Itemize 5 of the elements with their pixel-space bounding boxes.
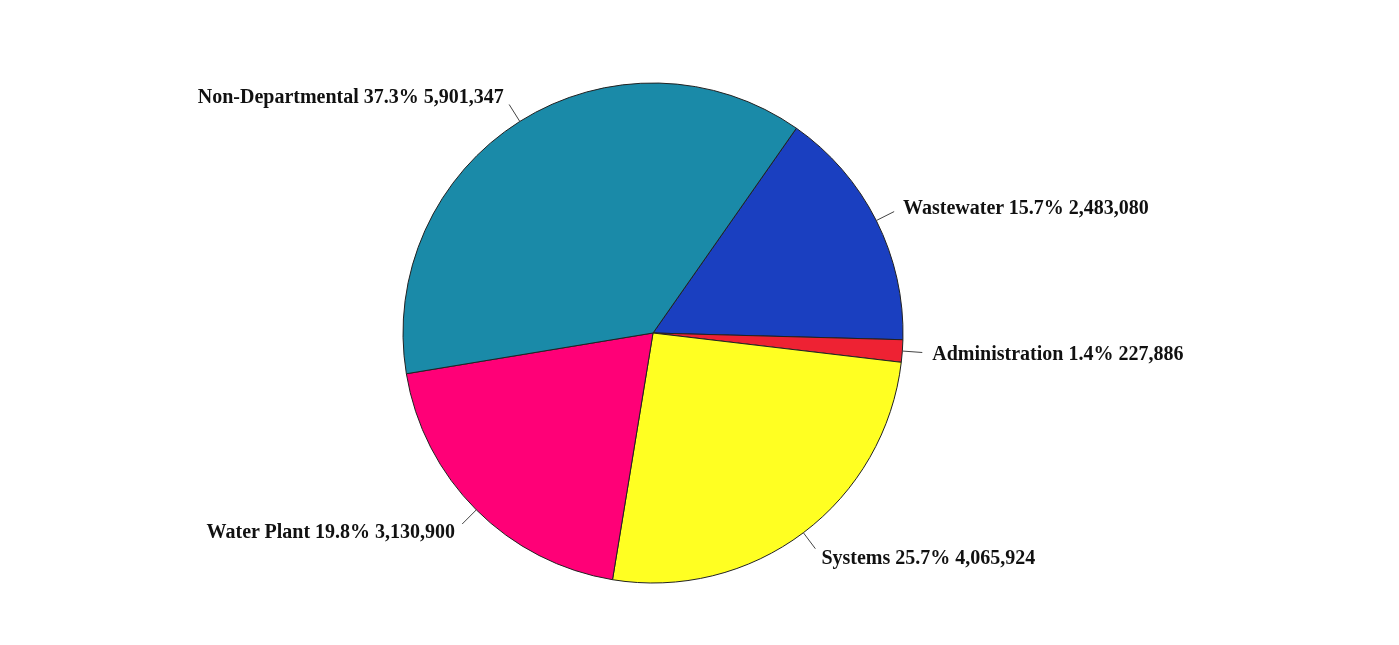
slice-label: Systems 25.7% 4,065,924 (821, 545, 1036, 569)
slice-label: Non-Departmental 37.3% 5,901,347 (197, 85, 504, 109)
slice-label: Wastewater 15.7% 2,483,080 (903, 196, 1149, 219)
slice-label: Administration 1.4% 227,886 (932, 342, 1184, 365)
slice-label: Water Plant 19.8% 3,130,900 (206, 520, 456, 543)
